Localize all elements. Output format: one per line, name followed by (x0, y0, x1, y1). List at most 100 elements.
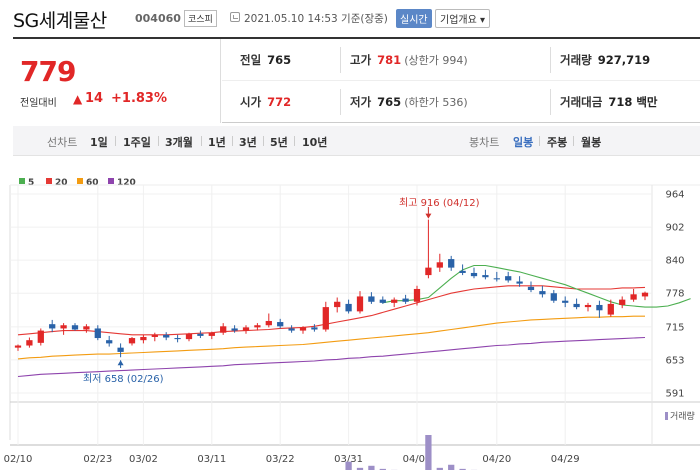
candle-chart-tab[interactable]: 봉차트 (469, 136, 500, 149)
high-annotation: 최고 916 (04/12) (399, 198, 480, 209)
legend-swatch (77, 178, 83, 184)
change-label: 전일대비 (20, 98, 57, 109)
volume-bar (368, 465, 375, 470)
ma20-line (17, 285, 646, 336)
x-tick-label: 02/10 (4, 454, 33, 465)
candle-body (60, 325, 67, 329)
candlestick-chart[interactable]: 964 902 840 778 715 653 591 02/10 02/23 03/02 03/1… (0, 170, 700, 470)
stats-divider (550, 47, 551, 73)
company-overview-button[interactable]: 기업개요 ▾ (435, 9, 490, 28)
volume-legend: 거래량 (665, 409, 695, 422)
tab-3y[interactable]: 3년 (239, 136, 257, 149)
candle-body (106, 340, 113, 344)
y-tick-label: 902 (665, 223, 684, 234)
candle-body (425, 267, 432, 276)
stats-divider (340, 89, 341, 115)
stats-row-2: 시가 772 저가 765 (하한가 536) 거래대금 718 백만 (222, 81, 700, 123)
volume-bar (459, 468, 466, 470)
line-chart-tab[interactable]: 선차트 (47, 136, 78, 149)
candle-body (151, 334, 158, 337)
high-value: 781 (377, 53, 402, 67)
candle-body (265, 320, 272, 326)
tab-1y[interactable]: 1년 (208, 136, 226, 149)
tab-daily-candle[interactable]: 일봉 (513, 136, 534, 149)
candle-body (220, 326, 227, 333)
candle-body (619, 299, 626, 305)
candle-body (596, 304, 603, 311)
lower-limit: (하한가 536) (404, 96, 468, 109)
prev-close-label: 전일 (240, 53, 262, 67)
candle-body (231, 328, 238, 331)
volume-bar (345, 461, 352, 470)
candle-body (584, 304, 592, 308)
turnover-stat: 거래대금 718 백만 (560, 94, 658, 110)
candle-body (71, 325, 79, 330)
tab-separator (201, 136, 202, 146)
candle-body (208, 332, 215, 336)
tab-1w[interactable]: 1주일 (123, 136, 151, 149)
volume-swatch (665, 412, 668, 420)
stock-code: 004060 (135, 12, 181, 25)
tab-monthly-candle[interactable]: 월봉 (581, 136, 602, 149)
timestamp: 2021.05.10 14:53 기준(장중) (244, 13, 388, 25)
low-value: 765 (377, 95, 402, 109)
tab-separator (115, 136, 116, 146)
tab-weekly-candle[interactable]: 주봉 (547, 136, 568, 149)
y-tick-label: 840 (665, 256, 684, 267)
high-marker-arrow (425, 213, 432, 219)
candle-body (345, 303, 352, 312)
x-tick-label: 02/23 (83, 454, 112, 465)
stats-divider (550, 89, 551, 115)
candle-body (174, 338, 181, 340)
x-tick-label: 03/31 (334, 454, 363, 465)
legend-ma20: 20 (46, 178, 68, 188)
price-change-percent: +1.83% (111, 91, 167, 106)
y-tick-label: 778 (665, 289, 684, 300)
tab-3m[interactable]: 3개월 (165, 136, 193, 149)
legend-swatch (19, 178, 25, 184)
stock-header: SG세계물산 004060 코스피 2021.05.10 14:53 기준(장중… (0, 0, 700, 38)
candle-body (505, 276, 512, 281)
low-label: 저가 (350, 95, 372, 109)
current-price: 779 (20, 55, 76, 88)
tab-10y[interactable]: 10년 (302, 136, 328, 149)
candle-body (37, 330, 44, 343)
y-tick-label: 653 (665, 355, 684, 366)
volume-bar (448, 464, 455, 470)
y-tick-label: 964 (665, 190, 684, 201)
tab-5y[interactable]: 5년 (270, 136, 288, 149)
volume-bar (436, 467, 443, 470)
upper-limit: (상한가 994) (404, 54, 468, 67)
candle-body (402, 298, 409, 302)
x-tick-label: 04/09 (403, 454, 432, 465)
turnover-value: 718 백만 (608, 95, 658, 109)
candle-body (527, 286, 535, 291)
low-annotation: 최저 658 (02/26) (83, 374, 164, 385)
x-tick-label: 03/11 (197, 454, 226, 465)
candle-body (573, 303, 580, 308)
tab-separator (232, 136, 233, 146)
candle-body (83, 326, 90, 330)
current-price-panel: 779 전일대비 ▲ 14 +1.83% (13, 39, 221, 123)
candle-body (197, 333, 204, 336)
candle-body (539, 291, 546, 295)
stock-name: SG세계물산 (13, 10, 107, 32)
candle-body (448, 259, 455, 268)
tab-separator (158, 136, 159, 146)
realtime-button[interactable]: 실시간 (396, 9, 432, 28)
turnover-label: 거래대금 (560, 95, 603, 109)
y-tick-label: 715 (665, 322, 684, 333)
legend-label: 5 (28, 178, 35, 188)
candle-body (299, 327, 307, 331)
prev-close-value: 765 (267, 53, 292, 67)
candle-body (493, 278, 500, 280)
candle-body (413, 288, 421, 302)
candle-body (516, 281, 523, 284)
up-arrow-icon: ▲ (73, 92, 83, 106)
legend-label: 20 (55, 178, 68, 188)
tab-separator (539, 136, 540, 146)
stats-row-1: 전일 765 고가 781 (상한가 994) 거래량 927,719 (222, 39, 700, 81)
tab-1d[interactable]: 1일 (90, 136, 108, 149)
candle-body (117, 347, 124, 352)
header-divider (13, 37, 700, 39)
